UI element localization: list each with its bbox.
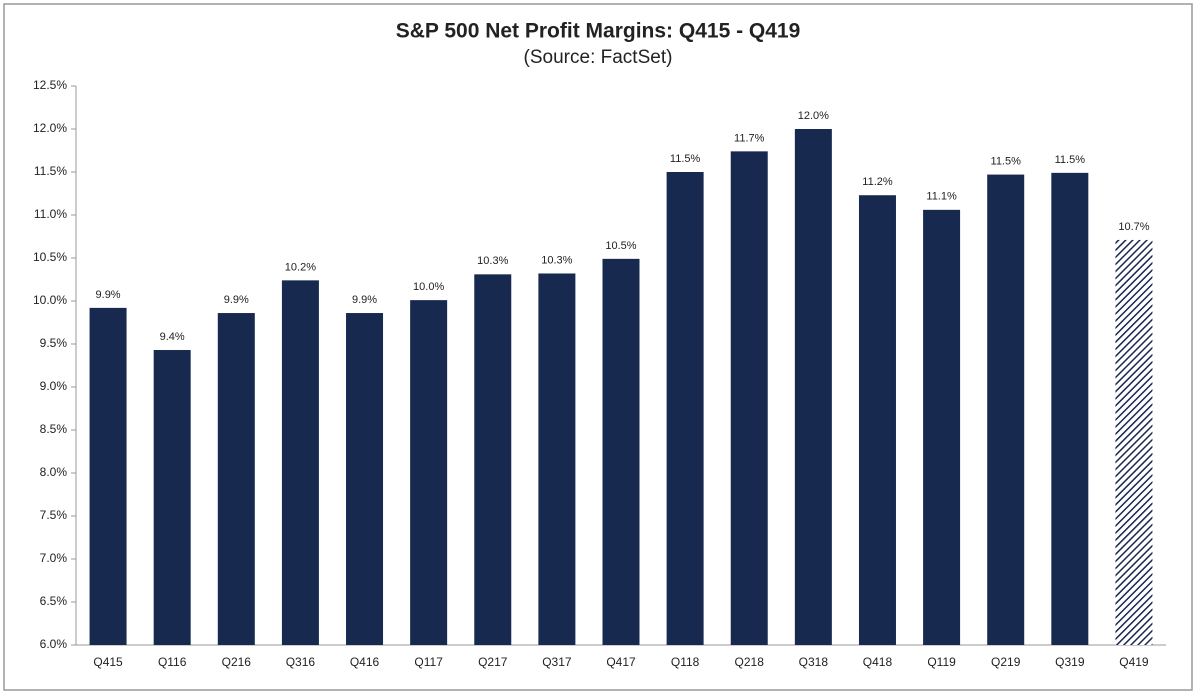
chart-title: S&P 500 Net Profit Margins: Q415 - Q419 (396, 20, 801, 43)
value-label: 11.5% (670, 153, 701, 165)
y-tick-label: 6.0% (40, 637, 68, 651)
bar (1115, 239, 1153, 645)
x-tick-label: Q219 (991, 655, 1021, 669)
value-label: 11.2% (862, 176, 893, 188)
y-tick-label: 9.0% (40, 379, 68, 393)
frame (3, 3, 1193, 691)
x-tick-label: Q118 (671, 655, 700, 669)
bar (666, 172, 704, 645)
bar (987, 174, 1025, 645)
x-tick-label: Q419 (1119, 655, 1149, 669)
value-label: 11.7% (734, 132, 765, 144)
value-label: 11.1% (926, 191, 957, 203)
x-tick-label: Q415 (93, 655, 123, 669)
value-label: 9.9% (224, 294, 249, 306)
y-tick-label: 7.0% (40, 551, 68, 565)
bar (794, 129, 832, 645)
bar (923, 209, 961, 645)
bar (730, 151, 768, 646)
value-label: 10.3% (477, 255, 508, 267)
y-tick-label: 9.5% (40, 336, 68, 350)
value-label: 9.9% (352, 294, 377, 306)
x-tick-label: Q316 (286, 655, 316, 669)
y-tick-label: 8.5% (40, 422, 68, 436)
bar (602, 258, 640, 645)
bar (281, 280, 319, 645)
bar (1051, 172, 1089, 646)
x-tick-label: Q318 (799, 655, 829, 669)
y-tick-label: 10.0% (33, 293, 67, 307)
x-tick-label: Q119 (927, 655, 956, 669)
x-tick-label: Q317 (542, 655, 572, 669)
bar (153, 350, 191, 645)
value-label: 10.2% (285, 261, 316, 273)
value-label: 10.5% (605, 240, 636, 252)
value-label: 10.0% (413, 281, 444, 293)
y-tick-label: 12.0% (33, 121, 67, 135)
bar (858, 195, 896, 645)
value-label: 11.5% (1055, 154, 1086, 166)
bar (217, 313, 255, 645)
x-tick-label: Q117 (414, 655, 443, 669)
value-label: 10.3% (541, 254, 572, 266)
x-tick-label: Q418 (863, 655, 893, 669)
value-label: 9.4% (160, 331, 185, 343)
x-tick-label: Q319 (1055, 655, 1085, 669)
y-tick-label: 6.5% (40, 594, 68, 608)
y-tick-label: 11.0% (34, 207, 67, 221)
value-label: 11.5% (991, 155, 1022, 167)
x-tick-label: Q417 (606, 655, 636, 669)
y-tick-label: 11.5% (34, 164, 67, 178)
y-tick-label: 7.5% (40, 508, 68, 522)
y-tick-label: 12.5% (33, 78, 67, 92)
value-label: 10.7% (1118, 221, 1149, 233)
chart-subtitle: (Source: FactSet) (524, 47, 673, 68)
y-tick-label: 10.5% (33, 250, 67, 264)
x-tick-label: Q416 (350, 655, 380, 669)
value-label: 9.9% (96, 289, 121, 301)
x-tick-label: Q218 (735, 655, 765, 669)
bar (89, 307, 127, 645)
bar (410, 300, 448, 645)
x-tick-label: Q216 (222, 655, 252, 669)
bar (346, 313, 384, 645)
value-label: 12.0% (798, 110, 829, 122)
x-tick-label: Q217 (478, 655, 508, 669)
bar (538, 273, 576, 645)
x-tick-label: Q116 (158, 655, 187, 669)
y-tick-label: 8.0% (40, 465, 68, 479)
bar (474, 274, 512, 645)
